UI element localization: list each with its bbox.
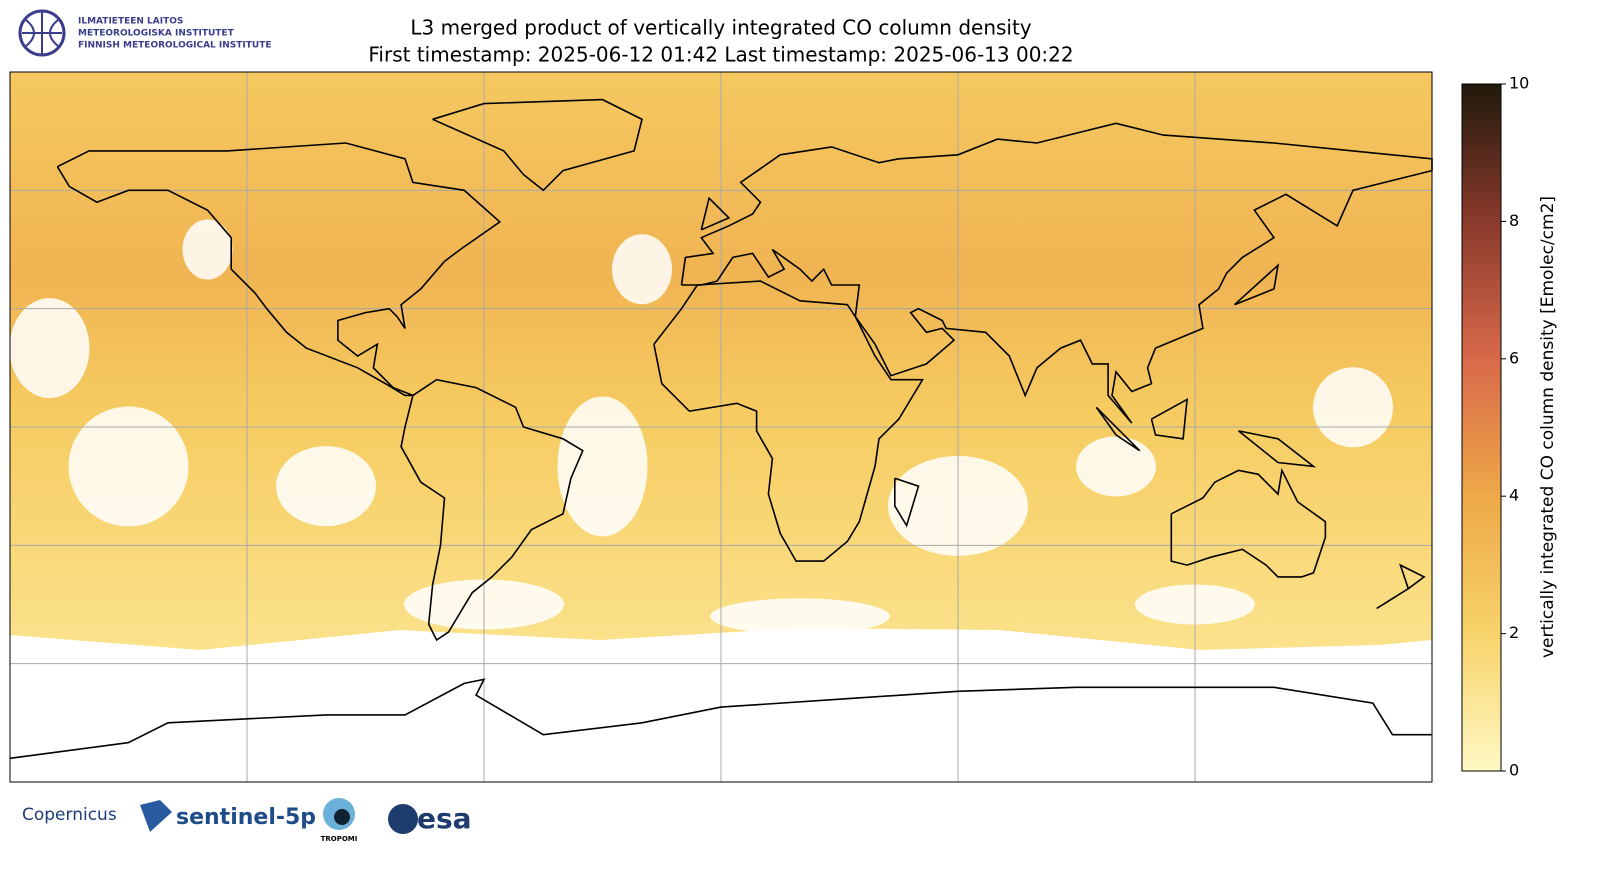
coastline: [1170, 467, 1327, 578]
logo-text: TROPOMI: [321, 835, 358, 843]
coastline: [1376, 563, 1426, 610]
logo-text: sentinel-5p: [176, 805, 316, 830]
institute-line: FINNISH METEOROLOGICAL INSTITUTE: [78, 41, 272, 51]
coastline: [653, 280, 924, 562]
coastline: [432, 98, 643, 192]
coastlines: [9, 98, 1433, 760]
colorbar-tick-label: 2: [1509, 623, 1519, 642]
coastline: [1150, 397, 1189, 440]
coastline: [400, 378, 584, 642]
colorbar-tick-label: 8: [1509, 211, 1519, 230]
cloud-gap: [68, 406, 189, 527]
logo-text: esa: [417, 802, 472, 835]
graticule: [10, 72, 1432, 782]
logo-text: Copernicus: [22, 805, 117, 825]
colorbar-tick-label: 6: [1509, 348, 1519, 367]
cloud-gap: [182, 219, 233, 280]
cloud-gap: [1076, 436, 1156, 497]
logo-icon: [334, 809, 350, 825]
institute-line: METEOROLOGISKA INSTITUTET: [78, 29, 235, 39]
institute-line: ILMATIETEEN LAITOS: [78, 17, 183, 27]
cloud-gap: [557, 396, 648, 537]
colorbar-ramp: [1461, 83, 1502, 772]
footer-logos: Copernicus sentinel-5p TROPOMI esa: [22, 798, 472, 843]
subtitle: First timestamp: 2025-06-12 01:42 Last t…: [368, 43, 1073, 67]
colorbar: vertically integrated CO column density …: [1461, 74, 1558, 780]
cloud-gap: [1313, 367, 1393, 448]
cloud-gap: [276, 446, 376, 527]
map: [9, 71, 1433, 783]
colorbar-tick-label: 4: [1509, 486, 1519, 505]
title: L3 merged product of vertically integrat…: [410, 16, 1031, 40]
map-frame: [9, 71, 1433, 783]
cloud-gap: [9, 298, 90, 399]
coastline: [1238, 430, 1317, 468]
institute-logo: ILMATIETEEN LAITOS METEOROLOGISKA INSTIT…: [18, 9, 272, 57]
colorbar-tick-label: 0: [1509, 761, 1519, 780]
colorbar-tick-label: 10: [1509, 74, 1529, 93]
coastline: [700, 196, 731, 231]
coastline: [680, 122, 1433, 424]
logo-icon: [140, 800, 172, 832]
coastline: [9, 678, 1432, 760]
coastline: [1095, 406, 1141, 452]
coastline: [1233, 263, 1280, 306]
coastline: [56, 142, 502, 397]
colorbar-label: vertically integrated CO column density …: [1538, 196, 1558, 658]
cloud-gap: [710, 598, 890, 635]
coastline: [894, 477, 920, 528]
logo-icon: [388, 804, 418, 834]
cloud-gap: [612, 234, 672, 305]
